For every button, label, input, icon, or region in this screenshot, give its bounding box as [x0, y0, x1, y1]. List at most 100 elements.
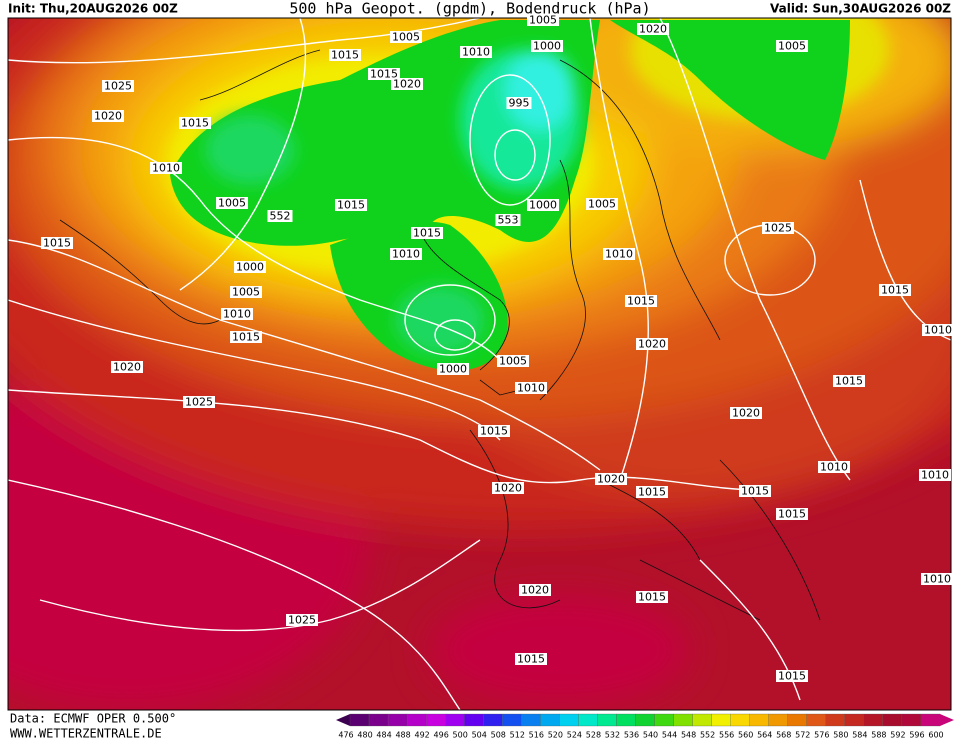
isobar-label-box	[234, 261, 266, 273]
isobar-label: 1005	[778, 40, 806, 53]
isobar-label: 1015	[480, 425, 508, 438]
isobar-label-box	[391, 78, 423, 90]
scale-label: 528	[586, 731, 601, 740]
isobar-label: 1015	[43, 237, 71, 250]
isobar-label-box	[368, 68, 400, 80]
isobar-label-box	[762, 222, 794, 234]
scale-label: 504	[472, 731, 487, 740]
isobar-label: 1020	[732, 407, 760, 420]
isobar-label: 1010	[152, 162, 180, 175]
isobar-label-box	[506, 97, 532, 109]
scale-swatch	[502, 713, 522, 727]
isobar-label-box	[515, 653, 547, 665]
isobar-label: 1015	[337, 199, 365, 212]
scale-label: 544	[662, 731, 677, 740]
isobar-label: 1010	[462, 46, 490, 59]
isobar-label: 1020	[597, 473, 625, 486]
isobar-label: 1015	[741, 485, 769, 498]
isobar-label: 1025	[764, 222, 792, 235]
isobar-label-box	[919, 469, 951, 481]
scale-swatch	[406, 713, 427, 727]
scale-label: 496	[434, 731, 449, 740]
isobar-label: 1005	[529, 14, 557, 27]
isobar-label-box	[730, 407, 762, 419]
isobar-label-box	[531, 40, 563, 52]
scale-label: 480	[357, 731, 372, 740]
isobar-label-box	[460, 46, 492, 58]
isobar-label-box	[776, 508, 808, 520]
isobar-label: 1005	[218, 197, 246, 210]
isobar-label-box	[922, 324, 954, 336]
map-title: 500 hPa Geopot. (gpdm), Bodendruck (hPa)	[289, 0, 650, 18]
isobar-label: 553	[498, 214, 519, 227]
color-scale: 476 480 484 488 492 496 500 504 508 512 516 520 524 5…	[336, 713, 954, 740]
map	[8, 18, 951, 710]
scale-swatch	[863, 713, 884, 727]
isobar-label: 1015	[181, 117, 209, 130]
isobar-label: 1000	[236, 261, 264, 274]
isobar-label-box	[492, 482, 524, 494]
scale-label: 588	[871, 731, 886, 740]
isobar-labels: 1005100510151000101010201005102510151020…	[41, 14, 954, 683]
scale-swatch	[368, 713, 389, 727]
isobar-label-box	[776, 40, 808, 52]
isobar-label: 1000	[533, 40, 561, 53]
valid-time: Valid: Sun,30AUG2026 00Z	[770, 2, 951, 16]
isobar-label: 1020	[639, 23, 667, 36]
isobar-label-box	[411, 227, 443, 239]
scale-label: 512	[510, 731, 525, 740]
isobar-label: 1025	[104, 80, 132, 93]
scale-label: 560	[738, 731, 753, 740]
scale-swatch	[806, 713, 826, 727]
isobar-label-box	[111, 361, 143, 373]
isobar-label: 1020	[393, 78, 421, 91]
isobar-label-box	[150, 162, 182, 174]
scale-label: 552	[700, 731, 715, 740]
isobar-label: 1020	[521, 584, 549, 597]
scale-label: 488	[395, 731, 410, 740]
isobar-label-box	[390, 31, 422, 43]
isobar-label-box	[497, 355, 529, 367]
isobar-label-box	[586, 198, 618, 210]
isobar-label-box	[41, 237, 73, 249]
isobar-label: 1010	[605, 248, 633, 261]
isobar-label-box	[230, 286, 262, 298]
isobar-label-box	[230, 331, 262, 343]
isobar-label: 1015	[627, 295, 655, 308]
isobar-label-box	[636, 338, 668, 350]
isobar-label: 1020	[638, 338, 666, 351]
isobar-label: 1025	[185, 396, 213, 409]
isobar-label: 1010	[392, 248, 420, 261]
scale-label: 520	[548, 731, 563, 740]
isobar-label-box	[221, 308, 253, 320]
isobar-label: 1015	[331, 49, 359, 62]
isobar-label-box	[637, 23, 669, 35]
scale-swatch	[349, 713, 370, 727]
scale-label: 540	[643, 731, 658, 740]
scale-arrow-right	[940, 714, 954, 726]
scale-swatch	[787, 713, 807, 727]
scale-swatch	[540, 713, 560, 727]
isobar-label-box	[179, 117, 211, 129]
isobar-label: 1015	[370, 68, 398, 81]
isobar-label-box	[625, 295, 657, 307]
scale-label: 508	[491, 731, 506, 740]
isobar-label-box	[527, 199, 559, 211]
scale-label: 580	[833, 731, 848, 740]
isobar-label: 1015	[778, 508, 806, 521]
scale-swatch	[483, 713, 503, 727]
isobar-label: 1025	[288, 614, 316, 627]
isobar-label: 1010	[517, 382, 545, 395]
scale-swatch	[673, 713, 693, 727]
isobar-label-box	[478, 425, 510, 437]
isobar-label-box	[739, 485, 771, 497]
scale-swatch	[445, 713, 465, 727]
isobar-label: 1000	[439, 363, 467, 376]
isobar-label-box	[102, 80, 134, 92]
map-frame	[7, 17, 952, 711]
scale-label: 572	[795, 731, 810, 740]
scale-swatch	[578, 713, 598, 727]
isobar-label: 1020	[494, 482, 522, 495]
scale-label: 524	[567, 731, 582, 740]
isobar-label: 1005	[232, 286, 260, 299]
